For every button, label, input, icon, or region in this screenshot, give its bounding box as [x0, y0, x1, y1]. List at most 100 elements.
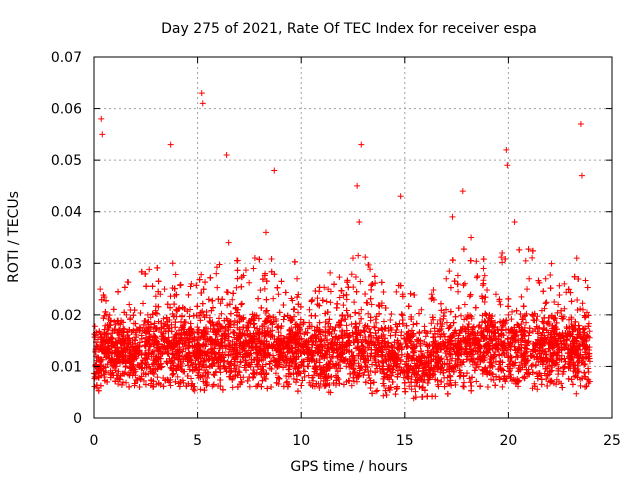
data-point: [468, 315, 475, 322]
data-point: [283, 379, 290, 386]
data-point: [427, 328, 434, 335]
data-point: [574, 296, 581, 303]
data-point: [461, 316, 468, 323]
data-point: [541, 305, 548, 312]
data-point: [316, 384, 323, 391]
data-point: [217, 300, 224, 307]
data-point: [358, 306, 365, 313]
data-point: [323, 298, 330, 305]
data-point: [329, 353, 336, 360]
data-point: [583, 309, 590, 316]
data-point: [497, 301, 504, 308]
data-point: [301, 373, 308, 380]
data-point: [430, 287, 437, 294]
data-point: [214, 284, 221, 291]
data-point: [167, 382, 174, 389]
data-point: [372, 316, 379, 323]
data-point: [272, 370, 279, 377]
data-point: [327, 269, 334, 276]
data-point: [556, 291, 563, 298]
data-point: [140, 300, 147, 307]
data-point: [586, 328, 593, 335]
data-point: [473, 258, 480, 265]
data-point: [542, 300, 549, 307]
data-point: [288, 295, 295, 302]
data-point: [145, 361, 152, 368]
data-point: [458, 312, 465, 319]
data-point: [177, 281, 184, 288]
data-point: [152, 293, 159, 300]
data-point: [123, 379, 130, 386]
data-point: [563, 324, 570, 331]
data-point: [270, 295, 277, 302]
data-point: [454, 272, 461, 279]
data-point: [106, 312, 113, 319]
data-point: [296, 335, 303, 342]
data-point: [366, 375, 373, 382]
data-point: [466, 375, 473, 382]
data-point: [543, 299, 550, 306]
data-point: [356, 310, 363, 317]
data-point: [119, 379, 126, 386]
data-point: [412, 388, 419, 395]
data-point: [310, 377, 317, 384]
data-point: [481, 272, 488, 279]
data-point: [529, 254, 536, 261]
data-point: [438, 325, 445, 332]
data-point: [327, 299, 334, 306]
data-point: [203, 324, 210, 331]
data-point: [275, 329, 282, 336]
data-point: [222, 324, 229, 331]
data-point: [585, 369, 592, 376]
data-point: [246, 279, 253, 286]
data-point: [104, 361, 111, 368]
data-point: [194, 324, 201, 331]
data-point: [224, 302, 231, 309]
data-point: [146, 266, 153, 273]
data-point: [343, 322, 350, 329]
data-point: [283, 373, 290, 380]
data-point: [350, 374, 357, 381]
data-point: [374, 387, 381, 394]
data-point: [443, 353, 450, 360]
data-point: [365, 310, 372, 317]
data-point: [466, 343, 473, 350]
data-point: [495, 346, 502, 353]
data-point: [350, 378, 357, 385]
data-point: [582, 313, 589, 320]
data-point: [127, 315, 134, 322]
data-point: [534, 386, 541, 393]
data-point: [246, 383, 253, 390]
data-point: [174, 373, 181, 380]
data-point: [240, 374, 247, 381]
data-point: [327, 389, 334, 396]
data-point: [473, 364, 480, 371]
data-point: [511, 343, 518, 350]
data-point: [449, 355, 456, 362]
data-point: [454, 355, 461, 362]
data-point: [455, 356, 462, 363]
data-points: [91, 90, 593, 402]
data-point: [535, 330, 542, 337]
data-point: [242, 267, 249, 274]
data-point: [204, 381, 211, 388]
data-point: [585, 320, 592, 327]
data-point: [400, 374, 407, 381]
data-point: [254, 382, 261, 389]
data-point: [294, 376, 301, 383]
data-point: [357, 278, 364, 285]
data-point: [343, 363, 350, 370]
data-point: [251, 320, 258, 327]
data-point: [124, 279, 131, 286]
data-point: [498, 254, 505, 261]
data-point: [561, 305, 568, 312]
data-point: [443, 319, 450, 326]
data-point: [435, 383, 442, 390]
data-point: [479, 366, 486, 373]
data-point: [380, 318, 387, 325]
data-point: [197, 386, 204, 393]
data-point: [218, 310, 225, 317]
data-point: [542, 348, 549, 355]
data-point: [213, 368, 220, 375]
